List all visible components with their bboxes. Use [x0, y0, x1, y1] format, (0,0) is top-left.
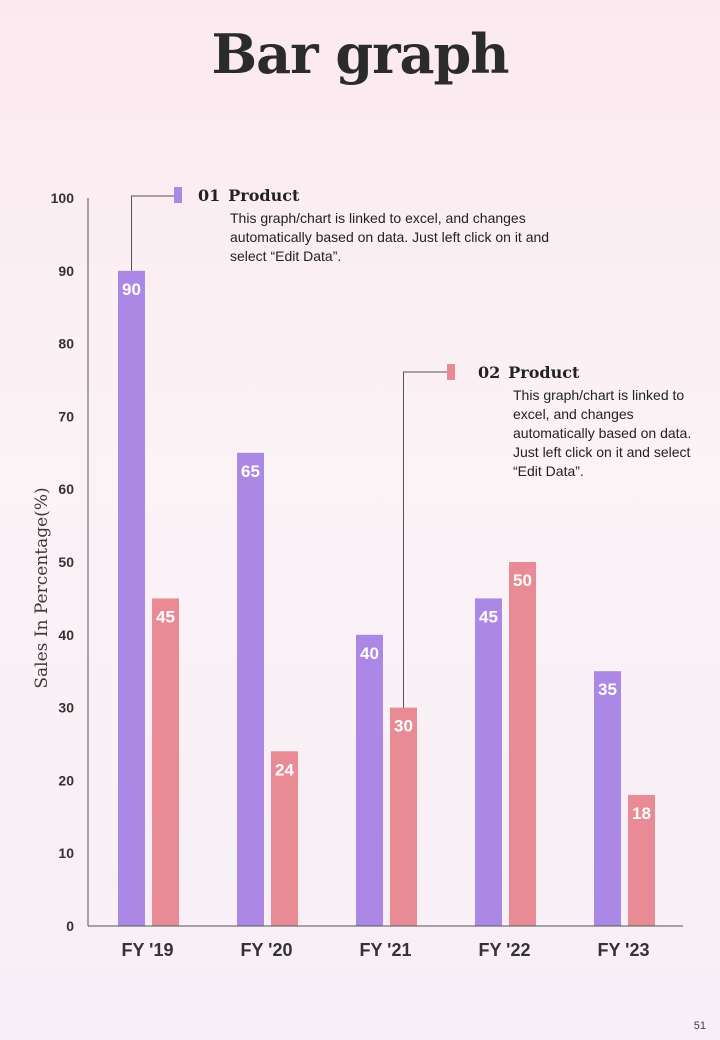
- callout-product-02: 02 Product This graph/chart is linked to …: [478, 363, 698, 481]
- bar-series-1: [118, 270, 145, 926]
- callout-connectors: [131, 195, 447, 708]
- y-axis-ticks: 0 10 20 30 40 50 60 70 80 90 100: [51, 190, 75, 934]
- page-number: 51: [693, 1020, 706, 1032]
- data-label: 40: [360, 644, 379, 663]
- data-label: 65: [241, 462, 260, 481]
- y-tick-label: 50: [58, 554, 74, 570]
- x-axis-categories: FY '19 FY '20 FY '21 FY '22 FY '23: [122, 940, 650, 960]
- legend-marker-series-2: [447, 364, 455, 380]
- callout-01-number: 01: [198, 186, 221, 205]
- bar-series-2: [271, 751, 298, 926]
- bar-series-2: [509, 562, 536, 926]
- bar-series-1: [475, 598, 502, 926]
- bars: [118, 270, 655, 926]
- x-category-label: FY '22: [479, 940, 531, 960]
- bar-series-1: [237, 452, 264, 926]
- callout-product-01: 01 Product This graph/chart is linked to …: [198, 186, 570, 266]
- bar-series-2: [152, 598, 179, 926]
- y-tick-label: 90: [58, 263, 74, 279]
- page-title: Bar graph: [211, 22, 509, 86]
- callout-01-title: Product: [228, 186, 300, 205]
- y-axis-label: Sales In Percentage(%): [32, 487, 52, 688]
- bar-series-1: [356, 634, 383, 926]
- connector-series-2: [403, 371, 447, 708]
- data-labels: 90 45 65 24 40 30 45 50 35 18: [122, 280, 651, 823]
- data-label: 45: [479, 607, 498, 626]
- x-category-label: FY '23: [598, 940, 650, 960]
- callout-02-text: This graph/chart is linked to excel, and…: [513, 387, 692, 479]
- data-label: 90: [122, 280, 141, 299]
- y-tick-label: 30: [58, 700, 74, 716]
- y-tick-label: 0: [66, 918, 74, 934]
- y-tick-label: 10: [58, 845, 74, 861]
- y-tick-label: 100: [51, 190, 75, 206]
- callout-01-text: This graph/chart is linked to excel, and…: [230, 210, 550, 264]
- data-label: 35: [598, 680, 617, 699]
- data-label: 30: [394, 717, 413, 736]
- y-tick-label: 70: [58, 408, 74, 424]
- callout-01-heading: 01 Product: [198, 186, 570, 205]
- bar-series-2: [390, 707, 417, 926]
- callout-02-title: Product: [508, 363, 580, 382]
- data-label: 50: [513, 571, 532, 590]
- data-label: 18: [632, 804, 651, 823]
- y-tick-label: 60: [58, 481, 74, 497]
- callout-02-heading: 02 Product: [478, 363, 698, 382]
- x-category-label: FY '21: [360, 940, 412, 960]
- y-tick-label: 80: [58, 336, 74, 352]
- callout-02-number: 02: [478, 363, 501, 382]
- legend-marker-series-1: [174, 187, 182, 203]
- bar-series-1: [594, 671, 621, 926]
- data-label: 45: [156, 607, 175, 626]
- y-tick-label: 40: [58, 627, 74, 643]
- data-label: 24: [275, 760, 294, 779]
- y-tick-label: 20: [58, 772, 74, 788]
- connector-series-1: [131, 195, 174, 271]
- x-category-label: FY '19: [122, 940, 174, 960]
- x-category-label: FY '20: [241, 940, 293, 960]
- bar-series-2: [628, 794, 655, 926]
